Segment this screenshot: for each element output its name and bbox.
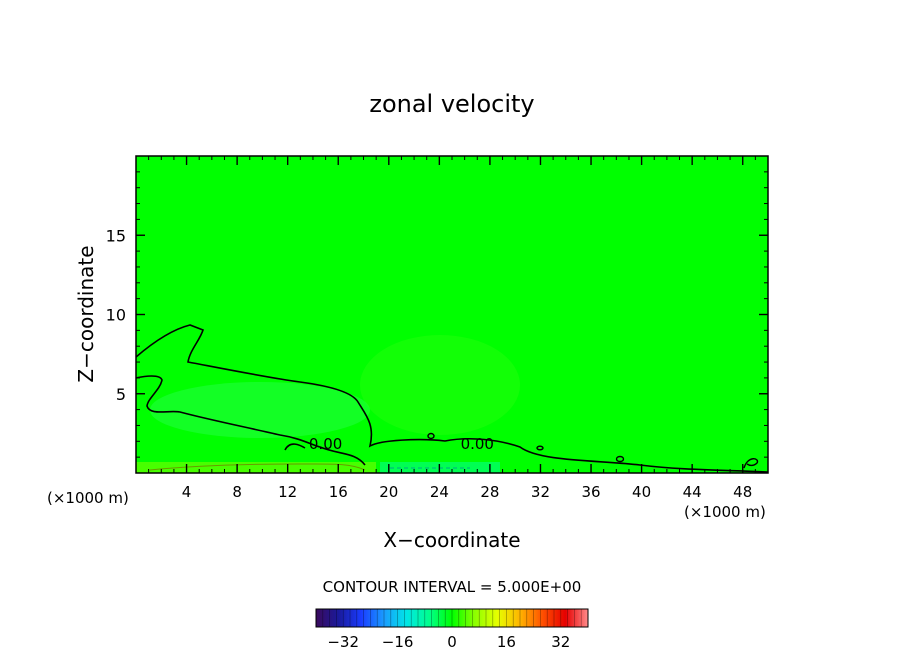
colorbar-tick-labels: −32 −16 0 16 32	[327, 633, 570, 651]
x-tick-label: 40	[632, 483, 651, 501]
x-tick-label: 32	[531, 483, 550, 501]
colorbar-tick-label: −32	[327, 633, 359, 651]
zero-contour-blob-1	[284, 443, 306, 451]
zero-contour-upper	[136, 324, 768, 473]
y-tick-label: 15	[106, 226, 126, 245]
colorbar: −32 −16 0 16 32	[315, 608, 589, 651]
y-tick-label: 10	[106, 306, 126, 325]
zero-contour-blob-5	[743, 458, 759, 469]
contour-interval-text: CONTOUR INTERVAL = 5.000E+00	[323, 578, 582, 596]
x-tick-label: 8	[232, 483, 242, 501]
colorbar-fill	[315, 608, 589, 628]
x-tick-label: 16	[329, 483, 348, 501]
x-unit-label-left: (×1000 m)	[47, 489, 129, 507]
chart-title: zonal velocity	[369, 90, 534, 118]
field-shade-left	[150, 382, 370, 438]
y-axis-ticks: 5 10 15	[106, 171, 768, 458]
colorbar-stripes	[322, 609, 582, 627]
field-shade-center	[360, 335, 520, 435]
x-unit-label-right: (×1000 m)	[684, 503, 766, 521]
contour-label: 0.00	[461, 435, 494, 453]
zero-contour-blob-2	[427, 432, 435, 440]
field-shade-bottom-left	[136, 462, 376, 473]
contour-labels: 0.00 0.00	[309, 435, 494, 453]
y-axis-label: Z−coordinate	[74, 245, 98, 382]
zero-contour-blob-4	[615, 455, 625, 463]
x-tick-label: 36	[581, 483, 600, 501]
colorbar-tick-label: 32	[551, 633, 570, 651]
x-tick-label: 12	[278, 483, 297, 501]
zero-contour-lower	[136, 375, 366, 466]
colorbar-tick-label: 16	[497, 633, 516, 651]
x-tick-label: 24	[430, 483, 449, 501]
y-tick-label: 5	[116, 385, 126, 404]
x-axis-label: X−coordinate	[383, 528, 520, 552]
zero-contour-blob-3	[536, 445, 544, 451]
positive-contour-thin	[149, 463, 366, 471]
x-tick-label: 48	[733, 483, 752, 501]
plot-area: 0.00 0.00	[136, 156, 768, 473]
x-tick-label: 20	[379, 483, 398, 501]
colorbar-tick-label: 0	[447, 633, 457, 651]
x-tick-label: 28	[480, 483, 499, 501]
x-axis-ticks: 4 8 12 16 20 24 28 32 36 40 44 48	[148, 156, 756, 501]
contour-label: 0.00	[309, 435, 342, 453]
x-tick-label: 44	[683, 483, 702, 501]
colorbar-tick-label: −16	[382, 633, 414, 651]
x-tick-label: 4	[182, 483, 192, 501]
